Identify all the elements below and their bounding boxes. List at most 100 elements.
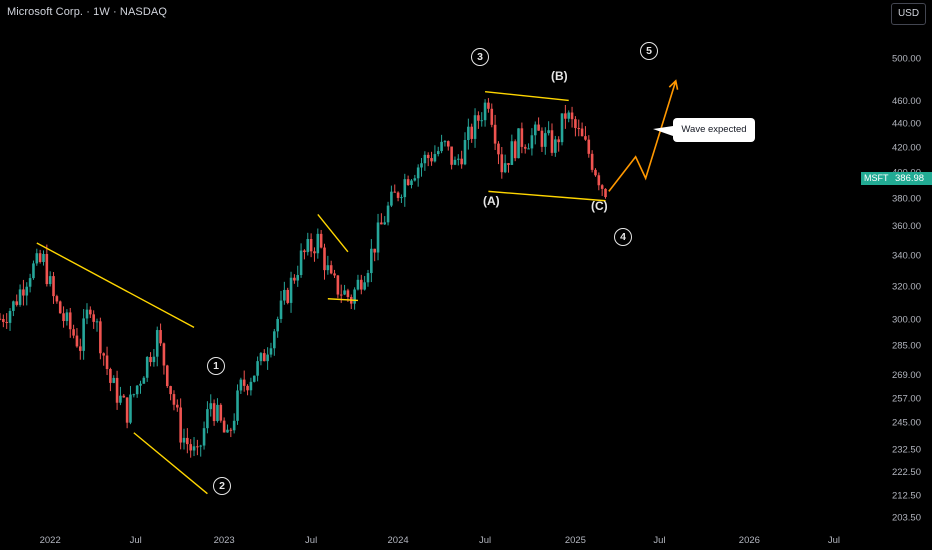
wave-1-label[interactable]: 1 xyxy=(207,357,225,375)
wave-a-label[interactable]: (A) xyxy=(483,194,500,208)
trendline xyxy=(317,213,349,253)
candle-body xyxy=(42,253,45,262)
candle-body xyxy=(246,385,249,391)
candle-body xyxy=(313,251,316,254)
candle-body xyxy=(580,128,584,137)
candle-body xyxy=(276,318,279,332)
candle-body xyxy=(45,253,49,285)
candle-body xyxy=(256,361,259,376)
trendline xyxy=(488,190,606,202)
price-axis[interactable]: 500.00460.00440.00420.00400.00380.00360.… xyxy=(892,53,921,523)
candle-body xyxy=(420,163,423,168)
candle-body xyxy=(306,239,310,253)
price-tick-label: 257.00 xyxy=(892,393,921,404)
candle-body xyxy=(296,275,300,281)
wave-c-label[interactable]: (C) xyxy=(591,199,608,213)
chart-title: Microsoft Corp. · 1W · NASDAQ xyxy=(7,6,167,18)
candle-body xyxy=(554,139,557,153)
candle-body xyxy=(112,377,116,383)
price-tick-label: 340.00 xyxy=(892,250,921,261)
candle-body xyxy=(467,126,470,141)
candle-body xyxy=(390,191,393,206)
candle-body xyxy=(159,330,162,344)
trendline xyxy=(327,298,358,302)
candle-body xyxy=(433,154,437,162)
candle-body xyxy=(530,135,534,149)
projection-arrowhead xyxy=(668,79,679,90)
candle-body xyxy=(346,290,350,297)
price-tick-label: 203.50 xyxy=(892,513,921,524)
candle-body xyxy=(483,102,487,121)
candle-body xyxy=(89,309,92,315)
candle-body xyxy=(269,348,273,355)
wave-b-label[interactable]: (B) xyxy=(551,69,568,83)
price-tick-label: 222.50 xyxy=(892,467,921,478)
candle-body xyxy=(477,115,480,121)
wave-expected-callout[interactable]: Wave expected xyxy=(653,118,755,142)
currency-button[interactable]: USD xyxy=(891,3,926,25)
price-tick-label: 500.00 xyxy=(892,53,921,64)
candle-body xyxy=(2,319,5,322)
candle-body xyxy=(286,289,290,303)
candle-body xyxy=(527,148,530,150)
candle-body xyxy=(383,222,387,225)
candle-body xyxy=(430,158,433,162)
candle-body xyxy=(503,163,507,173)
candle-body xyxy=(192,446,196,451)
candle-body xyxy=(15,301,19,305)
price-tick-label: 460.00 xyxy=(892,96,921,107)
candle-body xyxy=(232,420,236,431)
candle-body xyxy=(473,115,477,139)
candle-body xyxy=(283,289,286,301)
candle-body xyxy=(329,265,333,274)
price-tick-label: 300.00 xyxy=(892,314,921,325)
candle-body xyxy=(202,428,206,446)
candle-body xyxy=(359,279,363,290)
candle-body xyxy=(219,404,223,421)
candle-body xyxy=(135,385,139,395)
candle-body xyxy=(480,120,484,122)
candle-body xyxy=(393,191,397,193)
candle-body xyxy=(446,141,450,147)
candle-body xyxy=(75,335,79,347)
wave-2-label[interactable]: 2 xyxy=(213,477,231,495)
candle-body xyxy=(65,312,69,322)
time-tick-label: Jul xyxy=(653,535,665,546)
candle-body xyxy=(457,158,460,160)
wave-3-label[interactable]: 3 xyxy=(471,48,489,66)
candle-body xyxy=(413,178,417,181)
candle-body xyxy=(62,313,65,322)
wave-5-label[interactable]: 5 xyxy=(640,42,658,60)
candle-body xyxy=(125,397,129,423)
time-tick-label: 2024 xyxy=(388,535,409,546)
candle-body xyxy=(597,175,601,186)
candle-body xyxy=(152,356,156,363)
candle-body xyxy=(25,286,29,296)
candle-body xyxy=(584,136,587,140)
candle-body xyxy=(380,222,383,225)
candle-body xyxy=(105,355,109,370)
candle-body xyxy=(470,126,473,139)
time-tick-label: 2026 xyxy=(739,535,760,546)
last-price-value: 386.98 xyxy=(895,173,925,184)
candle-body xyxy=(487,102,490,109)
candle-body xyxy=(139,383,142,386)
candle-body xyxy=(249,381,253,391)
candle-body xyxy=(186,437,189,445)
candle-body xyxy=(149,356,152,363)
candle-body xyxy=(122,395,126,398)
price-tick-label: 380.00 xyxy=(892,194,921,205)
candle-body xyxy=(252,375,256,382)
candle-body xyxy=(189,444,192,451)
wave-4-label[interactable]: 4 xyxy=(614,228,632,246)
candle-body xyxy=(426,154,430,159)
candle-body xyxy=(82,318,85,351)
candle-body xyxy=(353,289,356,304)
candle-body xyxy=(577,128,581,130)
candle-body xyxy=(48,276,52,285)
time-axis[interactable]: 2022 Jul 2023 Jul 2024 Jul 2025 Jul 2026 Jul xyxy=(40,535,840,546)
candle-body xyxy=(493,124,497,144)
candle-body xyxy=(293,277,296,281)
candle-body xyxy=(550,130,554,153)
